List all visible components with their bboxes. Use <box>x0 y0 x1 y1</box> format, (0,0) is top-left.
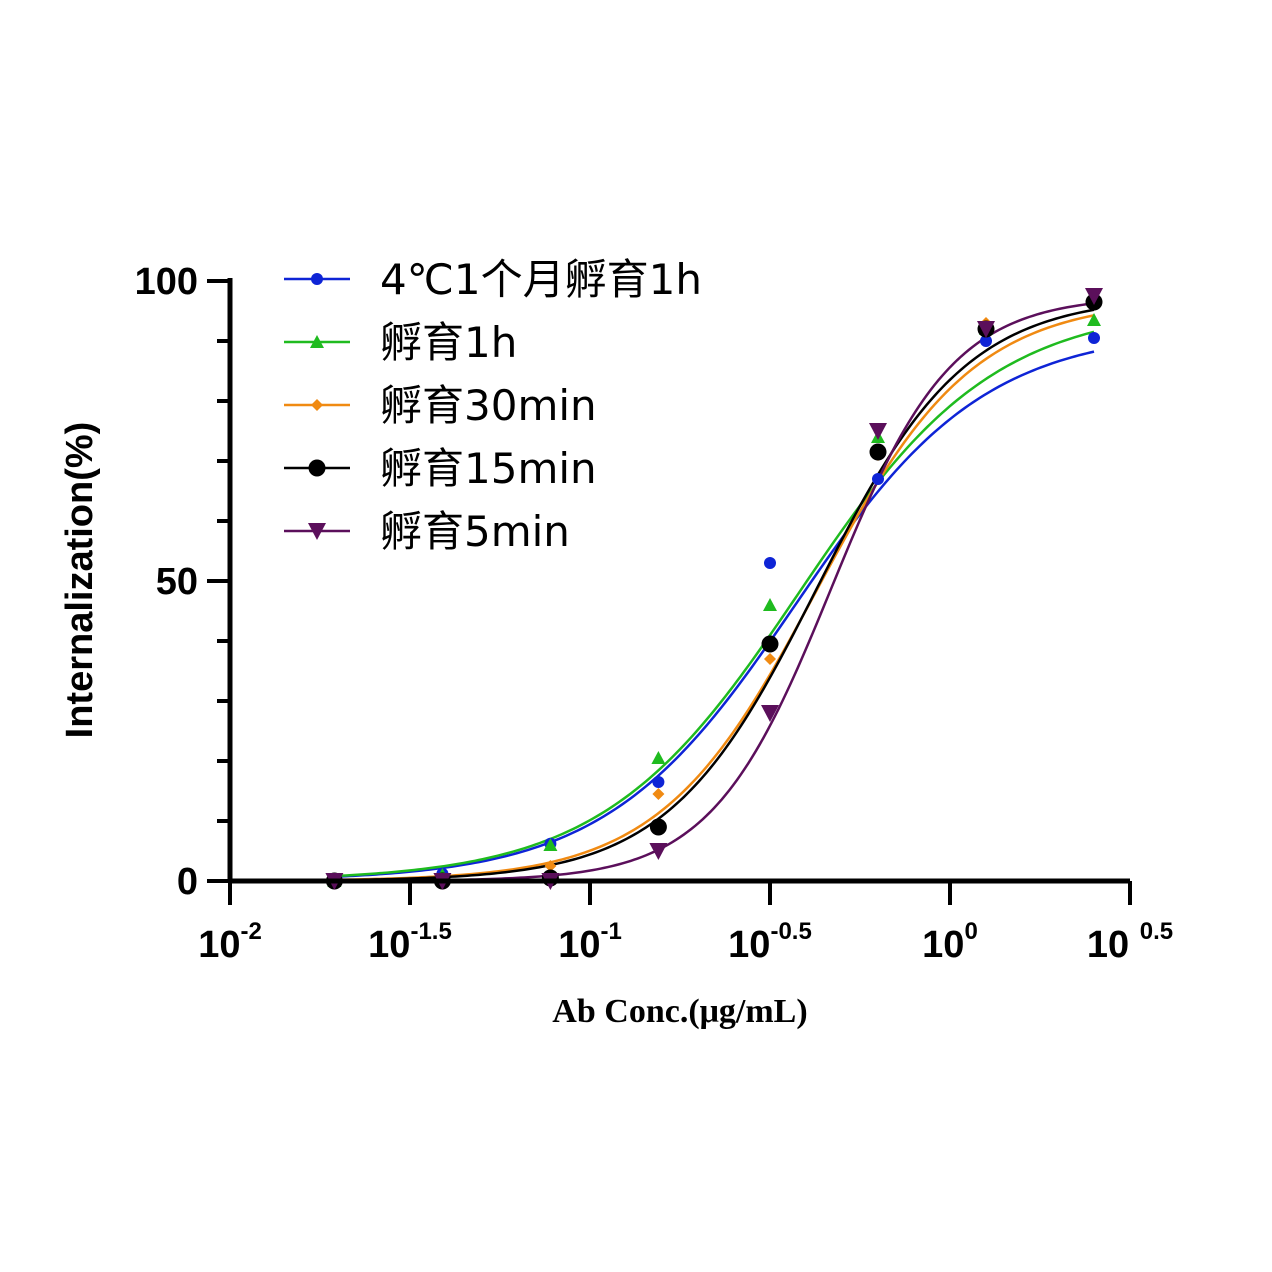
legend-label: 孵育1h <box>380 318 517 367</box>
data-point-series-4 <box>977 321 995 338</box>
x-tick-label-base: 10 <box>728 924 770 966</box>
x-ticks: 10-2 10-1.5 10-1 10-0.5 100 10 0.5 <box>198 881 1173 966</box>
legend-label: 孵育15min <box>380 444 597 493</box>
data-point-series-0 <box>764 557 776 569</box>
data-point-series-3 <box>761 635 779 653</box>
legend-marker <box>311 273 323 285</box>
legend-marker <box>311 399 323 411</box>
data-point-series-0 <box>1088 332 1100 344</box>
legend-marker <box>308 459 326 477</box>
data-point-series-1 <box>763 598 777 611</box>
x-tick-label: 10-2 <box>198 918 262 966</box>
fit-curve-series-0 <box>334 350 1095 879</box>
legend-item: 孵育30min <box>284 381 597 430</box>
data-point-series-4 <box>649 843 668 860</box>
data-point-series-2 <box>764 653 776 665</box>
x-axis-label: Ab Conc.(μg/mL) <box>552 993 807 1030</box>
data-point-series-0 <box>980 335 992 347</box>
legend-item: 孵育1h <box>284 318 517 367</box>
x-tick-label-exponent: -1.5 <box>410 918 451 945</box>
y-tick-label: 100 <box>135 261 198 303</box>
x-tick-label-exponent: -1 <box>600 918 621 945</box>
x-tick-label: 10-0.5 <box>728 918 812 966</box>
data-point-series-2 <box>544 860 557 872</box>
data-point-series-0 <box>652 776 665 788</box>
x-tick-label-base: 10 <box>1087 924 1140 966</box>
data-point-series-0 <box>872 473 884 485</box>
legend-label: 孵育5min <box>380 507 570 556</box>
x-tick-label-exponent: 0 <box>964 918 977 945</box>
x-tick-label-base: 10 <box>922 924 964 966</box>
fit-curve-series-3 <box>334 308 1095 882</box>
x-tick-label: 10 0.5 <box>1087 918 1173 966</box>
x-tick-label-exponent: -2 <box>240 918 261 945</box>
x-tick-label: 10-1.5 <box>368 918 452 966</box>
data-point-series-1 <box>543 838 558 851</box>
legend-item: 孵育15min <box>284 444 597 493</box>
data-point-series-4 <box>1085 288 1103 305</box>
legend-label: 孵育30min <box>380 381 597 430</box>
y-tick-label: 50 <box>156 561 198 603</box>
legend-item: 孵育5min <box>284 507 570 556</box>
data-point-series-4 <box>761 705 779 722</box>
x-tick-label-base: 10 <box>558 924 600 966</box>
x-tick-label-exponent: 0.5 <box>1140 918 1173 945</box>
data-point-series-3 <box>869 443 887 461</box>
x-tick-label-base: 10 <box>368 924 410 966</box>
legend-label: 4℃1个月孵育1h <box>380 255 702 304</box>
x-tick-label-base: 10 <box>198 924 240 966</box>
legend-marker <box>308 523 326 540</box>
data-point-series-3 <box>649 818 667 836</box>
x-tick-label: 10-1 <box>558 918 622 966</box>
data-point-series-4 <box>869 423 887 440</box>
y-axis-label: Internalization(%) <box>59 422 101 739</box>
data-point-series-1 <box>1087 313 1101 326</box>
legend-item: 4℃1个月孵育1h <box>284 255 702 304</box>
x-tick-label: 100 <box>922 918 978 966</box>
x-tick-label-exponent: -0.5 <box>770 918 811 945</box>
fit-curve-series-1 <box>334 330 1095 878</box>
legend-marker <box>310 335 324 348</box>
y-ticks: 0 50 100 <box>135 261 230 903</box>
legend: 4℃1个月孵育1h 孵育1h 孵育30min 孵育15min 孵育5min <box>284 255 702 556</box>
data-point-series-1 <box>651 751 666 764</box>
y-tick-label: 0 <box>177 861 198 903</box>
data-point-series-2 <box>652 788 665 800</box>
